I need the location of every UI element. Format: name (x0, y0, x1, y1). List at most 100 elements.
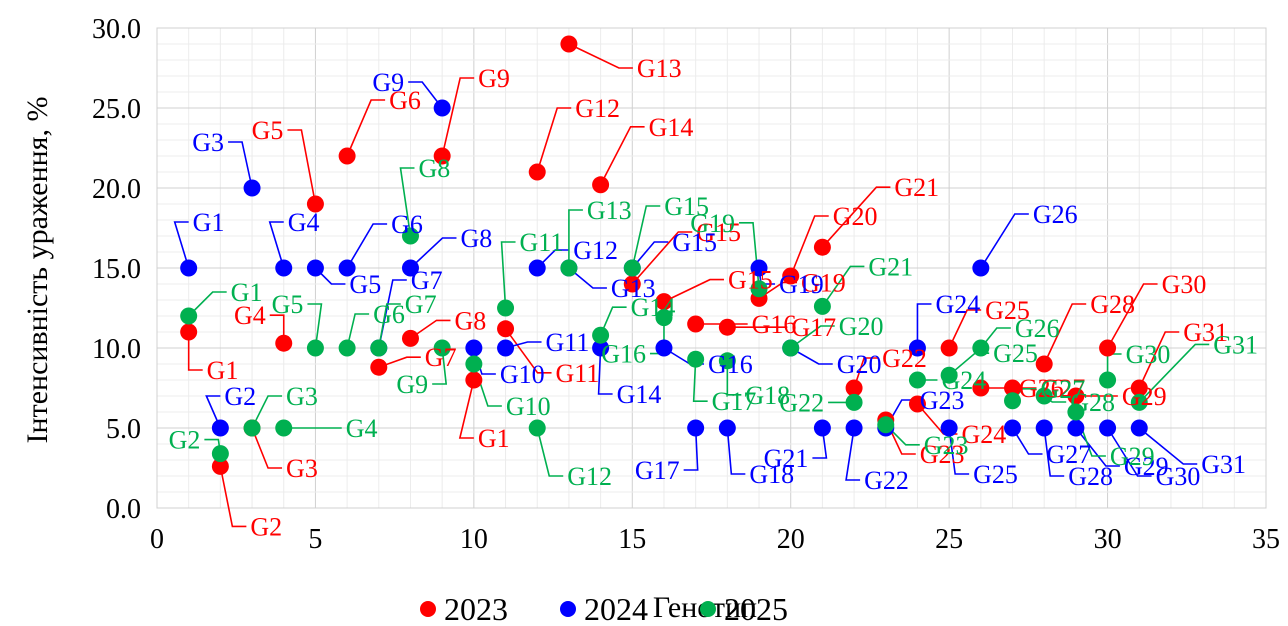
label-leader-line (219, 466, 247, 528)
x-tick-label: 25 (935, 524, 963, 555)
label-leader-line (1138, 427, 1198, 465)
data-point-2025 (877, 416, 895, 434)
label-leader-line (1043, 303, 1087, 365)
data-point-2023 (940, 339, 958, 357)
data-point-2025 (972, 339, 990, 357)
point-label: G8 (418, 154, 450, 183)
point-label: G29 (1110, 442, 1155, 471)
x-tick-label: 35 (1252, 524, 1280, 555)
point-label: G13 (587, 196, 632, 225)
point-label: G26 (1019, 374, 1064, 403)
data-point-2025 (623, 259, 641, 277)
label-leader-line (458, 379, 475, 439)
point-label: G24 (935, 290, 980, 319)
point-label: G2 (224, 382, 256, 411)
point-label: G5 (272, 290, 304, 319)
data-point-2025 (243, 419, 261, 437)
point-label: G17 (791, 313, 836, 342)
label-leader-line (683, 427, 699, 471)
label-leader-line (948, 427, 970, 475)
data-point-2024 (972, 259, 990, 277)
label-leader-line (821, 265, 865, 307)
data-point-2024 (750, 259, 768, 277)
data-point-2024 (497, 339, 515, 357)
data-point-2023 (433, 147, 451, 165)
data-point-2023 (528, 163, 546, 181)
data-point-2024 (433, 99, 451, 117)
point-label: G30 (1126, 340, 1171, 369)
data-point-2025 (655, 309, 673, 327)
point-label: G10 (506, 392, 551, 421)
x-tick-label: 20 (777, 524, 805, 555)
data-point-2023 (1004, 379, 1022, 397)
point-label: G19 (801, 268, 846, 297)
data-point-2024 (1004, 419, 1022, 437)
label-leader-line (726, 427, 746, 475)
y-tick-label: 5.0 (106, 414, 141, 445)
legend-marker-2025 (700, 601, 716, 617)
label-leader-line (500, 241, 516, 309)
point-label: G17 (712, 387, 757, 416)
data-point-2025 (338, 339, 356, 357)
label-leader-line (378, 356, 421, 368)
label-leader-line (1011, 427, 1043, 455)
label-leader-line (599, 126, 645, 186)
label-leader-line (399, 167, 415, 237)
point-label: G8 (460, 224, 492, 253)
label-leader-line (188, 291, 227, 317)
point-label: G12 (573, 236, 618, 265)
point-label: G29 (1122, 382, 1167, 411)
point-label: G11 (520, 228, 564, 257)
point-label: G14 (631, 293, 676, 322)
data-point-2023 (687, 315, 705, 333)
data-point-2024 (211, 419, 229, 437)
y-tick-label: 25.0 (92, 94, 141, 125)
data-point-2025 (275, 419, 293, 437)
data-point-2025 (1099, 371, 1117, 389)
point-label: G24 (961, 420, 1006, 449)
legend-label-2023: 2023 (444, 591, 508, 626)
point-label: G28 (1070, 388, 1115, 417)
point-label: G16 (752, 310, 797, 339)
label-leader-line (307, 303, 323, 349)
point-label: G31 (1183, 318, 1228, 347)
point-label: G25 (973, 460, 1018, 489)
label-leader-line (853, 357, 879, 389)
label-leader-line (663, 278, 724, 303)
data-points (180, 35, 1148, 475)
data-point-2023 (655, 293, 673, 311)
label-leader-line (536, 107, 572, 173)
data-point-2023 (845, 379, 863, 397)
data-point-2025 (180, 307, 198, 325)
label-leader-line (916, 303, 932, 348)
label-leader-line (790, 325, 835, 349)
data-point-2023 (813, 238, 831, 256)
point-label: G3 (286, 454, 318, 483)
label-leader-line (409, 237, 457, 269)
point-label: G20 (833, 202, 878, 231)
label-leader-line (631, 241, 669, 269)
data-point-2025 (750, 280, 768, 298)
point-label: G11 (546, 328, 590, 357)
data-point-2025 (528, 419, 546, 437)
point-label: G14 (617, 380, 662, 409)
data-point-2024 (465, 339, 483, 357)
data-point-2025 (401, 227, 419, 245)
point-label: G2 (250, 512, 282, 541)
point-label: G25 (993, 339, 1038, 368)
data-point-2024 (592, 339, 610, 357)
point-label: G27 (1041, 374, 1086, 403)
data-point-2023 (180, 323, 198, 341)
data-point-2025 (687, 350, 705, 368)
label-leader-line (378, 303, 401, 349)
label-leader-line (948, 309, 982, 349)
data-point-2025 (211, 445, 229, 463)
label-leader-line (269, 314, 285, 344)
point-label: G7 (405, 290, 437, 319)
data-point-2023 (338, 147, 356, 165)
point-label: G14 (649, 113, 694, 142)
point-label: G20 (839, 312, 884, 341)
point-label: G18 (749, 460, 794, 489)
x-tick-label: 5 (308, 524, 322, 555)
